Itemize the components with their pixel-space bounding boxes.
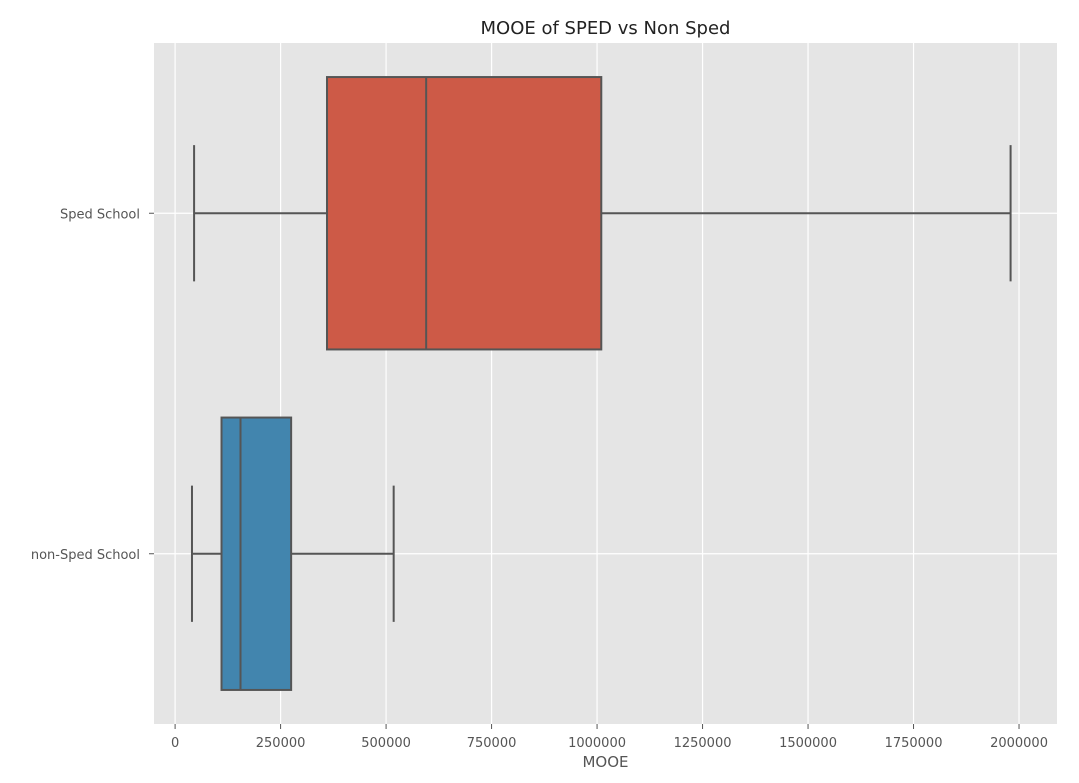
x-tick-label: 1500000 xyxy=(779,736,837,751)
x-tick-label: 1250000 xyxy=(674,736,732,751)
y-tick-label: non-Sped School xyxy=(31,548,140,563)
x-tick-label: 750000 xyxy=(467,736,517,751)
y-axis: Sped School non-Sped School xyxy=(31,207,154,563)
iqr-box xyxy=(220,416,293,691)
chart-title: MOOE of SPED vs Non Sped xyxy=(481,18,731,39)
x-axis: 0 250000 500000 750000 1000000 1250000 1500000… xyxy=(171,724,1048,751)
box-non-sped-school xyxy=(190,416,395,691)
x-tick-label: 1000000 xyxy=(568,736,626,751)
x-tick-label: 1750000 xyxy=(885,736,943,751)
plot-area xyxy=(154,43,1057,724)
x-axis-label: MOOE xyxy=(582,753,628,771)
iqr-box xyxy=(326,76,603,351)
x-tick-label: 500000 xyxy=(361,736,411,751)
x-tick-label: 250000 xyxy=(256,736,306,751)
x-tick-label: 2000000 xyxy=(990,736,1048,751)
box-sped-school xyxy=(193,76,1012,351)
boxes xyxy=(190,76,1012,691)
y-tick-label: Sped School xyxy=(60,207,140,222)
x-tick-label: 0 xyxy=(171,736,179,751)
